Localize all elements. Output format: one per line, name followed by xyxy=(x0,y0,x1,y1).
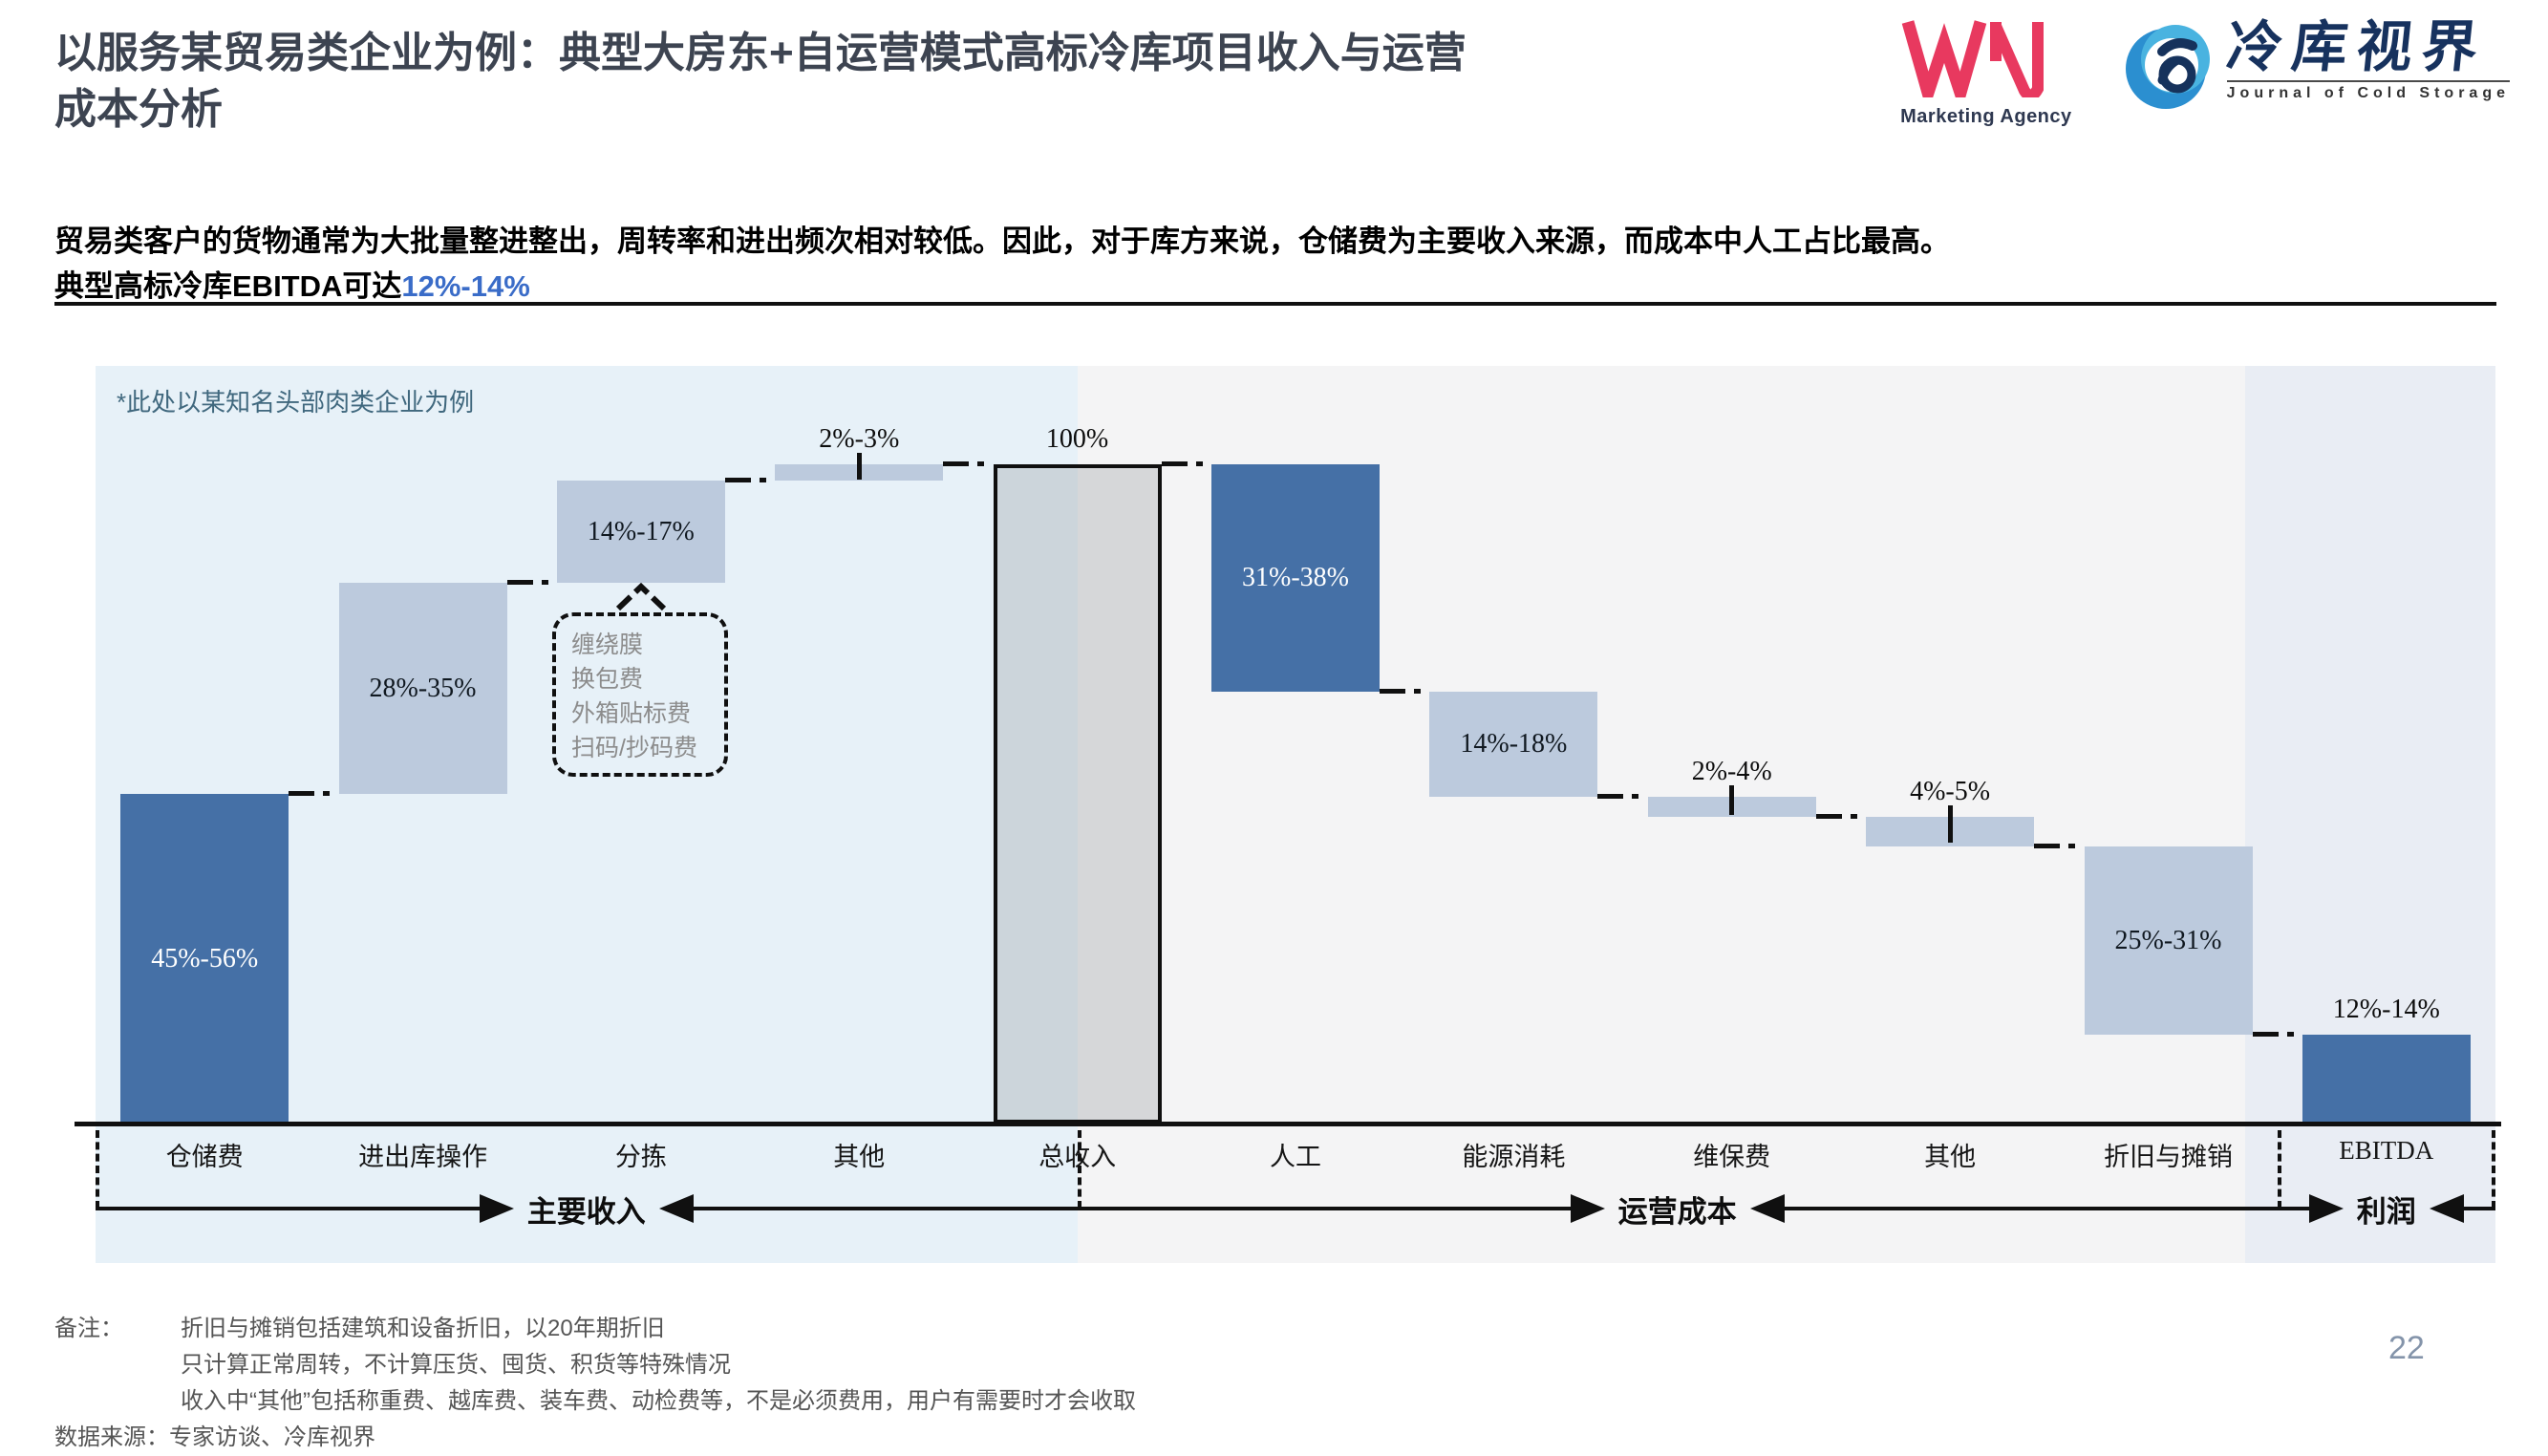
step-connector xyxy=(2034,844,2085,849)
intro-text: 贸易类客户的货物通常为大批量整进整出，周转率和进出频次相对较低。因此，对于库方来… xyxy=(54,225,1950,304)
bar-value-label: 25%-31% xyxy=(2114,925,2222,955)
step-connector xyxy=(1597,794,1648,800)
bar-value-label: 100% xyxy=(1045,424,1109,454)
waterfall-chart: *此处以某知名头部肉类企业为例 45%-56% 仓储费 28%-35% 进出库操作 14… xyxy=(75,366,2501,1263)
logo-area: Marketing Agency 冷库视界 Journal of Cold St… xyxy=(1900,16,2510,128)
callout-line: 扫码/抄码费 xyxy=(571,735,697,761)
bar-range-tick xyxy=(856,453,862,480)
bar-value-label: 2%-4% xyxy=(1691,757,1772,787)
arrow-right-icon xyxy=(479,1194,514,1223)
wn-logo-caption: Marketing Agency xyxy=(1900,106,2072,127)
sorting-fees-callout: 缠绕膜 换包费 外箱贴标费 扫码/抄码费 xyxy=(552,612,728,777)
callout-line: 缠绕膜 xyxy=(571,632,644,658)
arrow-left-icon xyxy=(658,1194,694,1223)
waterfall-plot: 45%-56% 仓储费 28%-35% 进出库操作 14%-17% 分拣 2%-3% 其他 10… xyxy=(96,366,2495,1263)
axis-group-bracket: 利润 xyxy=(2277,1190,2495,1229)
arrow-right-icon xyxy=(2308,1194,2344,1223)
category-label: 其他 xyxy=(833,1143,886,1171)
category-label: 其他 xyxy=(1924,1143,1977,1171)
arrow-right-icon xyxy=(1570,1194,1605,1223)
waterfall-bar: 31%-38% xyxy=(1211,464,1380,693)
category-label: 进出库操作 xyxy=(358,1143,488,1171)
arrow-left-icon xyxy=(1749,1194,1785,1223)
bracket-boundary-tick xyxy=(96,1130,99,1209)
wn-logo: Marketing Agency xyxy=(1900,17,2072,128)
bracket-boundary-tick xyxy=(1077,1130,1081,1209)
waterfall-bar: 45%-56% xyxy=(120,794,289,1124)
bar-value-label: 14%-18% xyxy=(1460,729,1568,760)
category-label: 维保费 xyxy=(1693,1143,1771,1171)
page-number: 22 xyxy=(2388,1330,2425,1366)
step-connector xyxy=(1815,814,1867,820)
chart-note: *此处以某知名头部肉类企业为例 xyxy=(117,388,475,417)
axis-group-bracket: 运营成本 xyxy=(1077,1190,2278,1229)
group-label: 运营成本 xyxy=(1617,1194,1737,1229)
data-source-label: 数据来源： xyxy=(54,1424,169,1450)
bar-value-label: 31%-38% xyxy=(1242,563,1349,593)
journal-logo-en-text: Journal of Cold Storage xyxy=(2226,79,2510,102)
waterfall-bar: 25%-31% xyxy=(2084,846,2253,1035)
callout-line: 换包费 xyxy=(571,666,644,693)
callout-pointer xyxy=(614,582,668,617)
step-connector xyxy=(1380,689,1430,694)
category-label: 能源消耗 xyxy=(1462,1143,1566,1171)
group-label: 主要收入 xyxy=(526,1194,646,1229)
step-connector xyxy=(2252,1031,2302,1037)
arrow-left-icon xyxy=(2429,1194,2464,1223)
bar-range-tick xyxy=(1729,785,1735,815)
bracket-boundary-tick xyxy=(2277,1130,2281,1209)
journal-logo-icon xyxy=(2118,17,2217,121)
intro-highlight: 12%-14% xyxy=(401,269,530,304)
bar-value-label: 4%-5% xyxy=(1910,777,1991,807)
waterfall-bar: 14%-18% xyxy=(1429,692,1598,798)
bar-value-label: 14%-17% xyxy=(587,516,695,546)
step-connector xyxy=(1161,461,1211,466)
waterfall-bar xyxy=(993,464,1162,1124)
bar-value-label: 28%-35% xyxy=(369,673,477,703)
axis-group-bracket: 主要收入 xyxy=(96,1190,1078,1229)
bar-value-label: 45%-56% xyxy=(151,943,259,974)
step-connector xyxy=(506,580,557,586)
waterfall-bar: 28%-35% xyxy=(338,583,507,794)
journal-logo: 冷库视界 Journal of Cold Storage xyxy=(2118,16,2510,121)
footnote-line: 收入中“其他”包括称重费、越库费、装车费、动检费等，不是必须费用，用户有需要时才… xyxy=(181,1388,1136,1414)
category-label: 仓储费 xyxy=(165,1143,244,1171)
callout-line: 外箱贴标费 xyxy=(571,700,692,727)
step-connector xyxy=(724,478,776,483)
step-connector xyxy=(289,791,339,796)
bar-range-tick xyxy=(1947,805,1953,843)
journal-logo-cn-text: 冷库视界 xyxy=(2223,16,2491,78)
waterfall-bar: 14%-17% xyxy=(556,481,725,584)
footnote-label: 备注： xyxy=(54,1316,123,1341)
group-label: 利润 xyxy=(2356,1194,2416,1229)
data-source-value: 专家访谈、冷库视界 xyxy=(169,1424,375,1450)
footnote-line: 只计算正常周转，不计算压货、囤货、积货等特殊情况 xyxy=(181,1352,731,1378)
x-axis-line xyxy=(75,1122,2501,1126)
footnote-line: 折旧与摊销包括建筑和设备折旧，以20年期折旧 xyxy=(181,1316,665,1341)
category-label: EBITDA xyxy=(2339,1136,2434,1165)
footnotes: 备注： 折旧与摊销包括建筑和设备折旧，以20年期折旧 只计算正常周转，不计算压货… xyxy=(54,1311,1136,1456)
bar-value-label: 2%-3% xyxy=(819,424,900,454)
bracket-boundary-tick xyxy=(2492,1130,2495,1209)
waterfall-bar xyxy=(2302,1034,2471,1124)
bar-value-label: 12%-14% xyxy=(2332,994,2440,1024)
wn-logo-icon xyxy=(1900,17,2045,115)
page-title: 以服务某贸易类企业为例：典型大房东+自运营模式高标冷库项目收入与运营 成本分析 xyxy=(54,30,1467,134)
header-divider xyxy=(54,302,2496,306)
category-label: 折旧与摊销 xyxy=(2103,1143,2233,1171)
category-label: 分拣 xyxy=(614,1143,667,1171)
step-connector xyxy=(943,461,994,466)
category-label: 人工 xyxy=(1269,1143,1321,1171)
